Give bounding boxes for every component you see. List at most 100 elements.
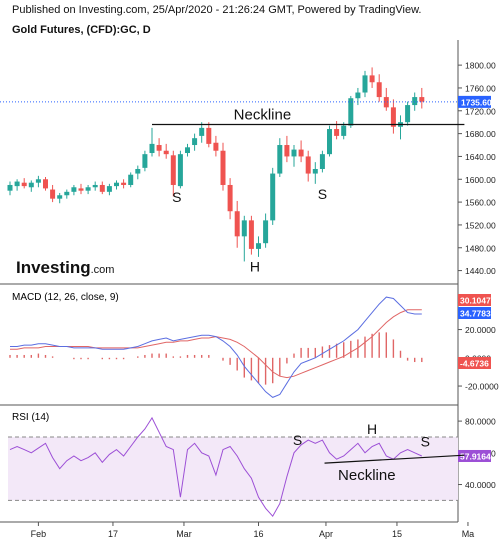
macd-value-marker — [458, 307, 491, 319]
candle-body — [291, 149, 297, 157]
price-panel: 1800.00 1760.00 1720.00 1680.00 1640.00 1600.… — [0, 61, 496, 276]
rsi-panel-title: RSI (14) — [12, 412, 49, 423]
candle-body — [57, 195, 63, 199]
candle-body — [43, 179, 48, 189]
last-price-label: 1735.60 — [461, 97, 492, 107]
x-tick-label: Feb — [31, 529, 47, 539]
price-ytick-label: 1680.00 — [465, 129, 496, 139]
candle-body — [185, 147, 190, 154]
candle-body — [376, 82, 382, 98]
rsi-neckline — [324, 454, 465, 464]
candle-body — [35, 179, 41, 183]
candle-body — [177, 154, 183, 187]
candle-body — [85, 187, 91, 191]
histogram-value-marker-label: -4.6736 — [460, 359, 489, 369]
price-ytick-label: 1720.00 — [465, 106, 496, 116]
candle-body — [241, 220, 247, 237]
signal-value-marker-label: 30.1047 — [460, 296, 491, 306]
candle-body — [419, 97, 425, 102]
candle-body — [348, 98, 354, 126]
candle-body — [78, 188, 84, 191]
candle-body — [92, 184, 98, 188]
candle-body — [256, 243, 261, 249]
histogram-value-marker — [458, 357, 491, 369]
candle-body — [412, 97, 418, 106]
price-ytick-label: 1800.00 — [465, 61, 496, 71]
candle-body — [64, 191, 70, 196]
candle-body — [121, 182, 127, 185]
macd-value-marker-label: 34.7783 — [460, 309, 491, 319]
candle-body — [50, 189, 56, 199]
candle-body — [284, 145, 290, 157]
candle-body — [163, 150, 169, 155]
candle-body — [270, 173, 276, 221]
candle-body — [405, 105, 411, 123]
signal-value-marker — [458, 294, 491, 306]
x-tick-label: 16 — [253, 529, 263, 539]
candle-body — [213, 142, 219, 151]
x-tick-label: 15 — [392, 529, 402, 539]
price-ytick-label: 1480.00 — [465, 243, 496, 253]
candle-body — [263, 220, 269, 244]
candle-body — [227, 184, 233, 212]
candle-body — [142, 154, 148, 168]
rsi-band — [8, 436, 458, 501]
candle-body — [135, 168, 141, 174]
candle-body — [327, 129, 332, 155]
last-price-marker — [458, 95, 491, 108]
candle-body — [355, 92, 361, 99]
x-tick-label: Mar — [176, 529, 192, 539]
candle-body — [341, 125, 347, 136]
candle-body — [28, 182, 34, 188]
price-ytick-label: 1760.00 — [465, 83, 496, 93]
logo-suffix: .com — [91, 264, 115, 276]
macd-ytick-label: 20.0000 — [465, 325, 496, 335]
candle-body — [362, 75, 368, 93]
x-tick-label: 17 — [108, 529, 118, 539]
candle-body — [312, 168, 318, 174]
rsi-pattern-annotation: S — [293, 432, 302, 448]
candle-body — [149, 143, 155, 154]
investing-logo: Investing.com — [16, 258, 114, 277]
candle-body — [14, 181, 20, 187]
candle-body — [234, 211, 240, 237]
candle-body — [334, 129, 340, 136]
rsi-ytick-label: 40.0000 — [465, 480, 496, 490]
logo-main: Investing — [16, 258, 91, 277]
rsi-line — [9, 416, 423, 518]
macd-signal-line — [10, 309, 422, 379]
candle-body — [128, 174, 134, 185]
candle-body — [305, 156, 311, 174]
candle-body — [220, 150, 226, 185]
rsi-pattern-annotation: H — [367, 421, 377, 437]
price-ytick-label: 1520.00 — [465, 220, 496, 230]
price-neckline-label: Neckline — [234, 106, 292, 123]
price-ytick-label: 1600.00 — [465, 175, 496, 185]
price-ytick-label: 1440.00 — [465, 266, 496, 276]
x-tick-label: Apr — [319, 529, 333, 539]
price-ytick-label: 1560.00 — [465, 198, 496, 208]
candle-body — [7, 184, 13, 191]
rsi-value-marker — [458, 449, 491, 462]
price-pattern-annotation: S — [172, 189, 181, 205]
candle-body — [248, 220, 254, 249]
price-pattern-annotation: S — [318, 186, 327, 202]
candle-body — [206, 127, 212, 144]
price-pattern-annotation: H — [250, 259, 260, 275]
candle-body — [383, 97, 389, 108]
rsi-pattern-annotation: S — [421, 433, 430, 449]
macd-panel-title: MACD (12, 26, close, 9) — [12, 292, 119, 303]
x-axis: Feb 17 Mar 16 Apr 15 Ma — [31, 522, 475, 539]
candle-body — [199, 127, 205, 136]
candle-body — [156, 145, 162, 151]
x-tick-label: Ma — [462, 529, 475, 539]
rsi-neckline-label: Neckline — [338, 467, 396, 484]
candle-body — [99, 184, 105, 192]
candle-body — [369, 75, 375, 83]
candle-body — [106, 186, 112, 192]
candle-body — [192, 138, 198, 146]
rsi-ytick-label: 80.0000 — [465, 417, 496, 427]
